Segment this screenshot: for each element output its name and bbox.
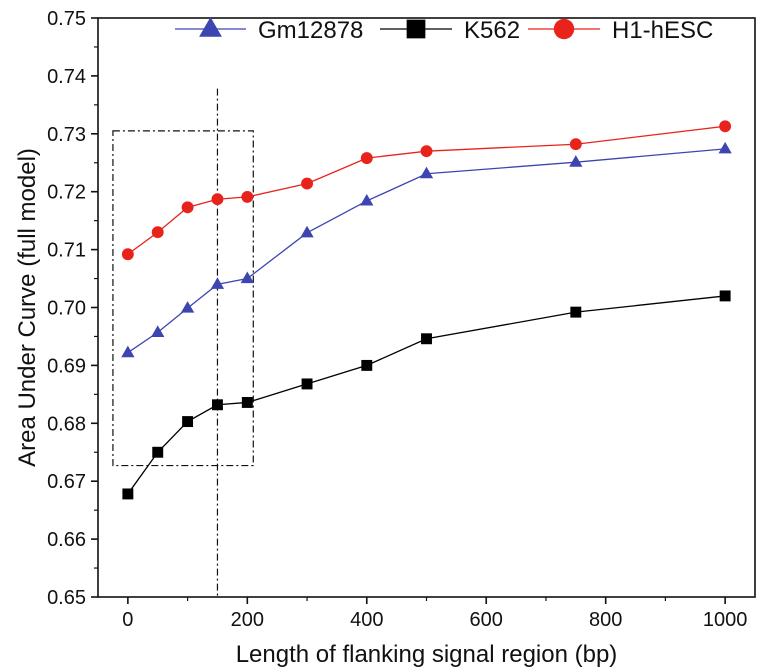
- data-point: [241, 190, 254, 203]
- y-tick-label: 0.65: [47, 587, 86, 609]
- y-tick-label: 0.71: [47, 240, 86, 262]
- series-h1-hesc: [121, 120, 732, 261]
- x-tick-label: 400: [350, 609, 383, 631]
- x-tick-label: 800: [589, 609, 622, 631]
- data-point: [419, 166, 434, 179]
- data-point: [718, 141, 732, 154]
- data-point: [420, 145, 433, 158]
- data-point: [121, 248, 134, 261]
- legend-label: H1-hESC: [612, 17, 713, 44]
- data-point: [569, 155, 583, 167]
- y-tick-label: 0.69: [47, 355, 86, 377]
- plot-frame: [97, 17, 756, 598]
- y-tick-label: 0.66: [47, 529, 86, 551]
- y-tick-label: 0.75: [47, 8, 86, 30]
- data-point: [360, 193, 374, 206]
- legend-marker: [553, 18, 575, 40]
- x-tick-label: 1000: [703, 609, 748, 631]
- data-point: [300, 225, 314, 238]
- legend-marker: [406, 19, 426, 39]
- data-point: [151, 325, 165, 337]
- data-point: [180, 301, 195, 313]
- x-axis-title: Length of flanking signal region (bp): [236, 641, 618, 668]
- series-layer: [121, 120, 732, 500]
- data-point: [182, 416, 194, 428]
- y-tick-label: 0.73: [47, 124, 86, 146]
- data-point: [361, 359, 373, 371]
- data-point: [301, 378, 313, 390]
- legend: Gm12878 K562 H1-hESC: [175, 17, 713, 44]
- data-point: [240, 271, 254, 284]
- data-point: [421, 333, 432, 345]
- data-point: [241, 396, 253, 408]
- data-point: [211, 399, 223, 411]
- series-line: [127, 295, 726, 495]
- legend-marker: [199, 17, 222, 37]
- legend-label: Gm12878: [258, 17, 363, 44]
- data-point: [719, 120, 732, 133]
- data-point: [301, 177, 313, 190]
- y-tick-label: 0.74: [47, 66, 86, 88]
- x-tick-label: 600: [470, 609, 503, 631]
- series-k562: [122, 290, 731, 500]
- series-line: [127, 125, 726, 255]
- data-point: [360, 152, 373, 165]
- x-tick-label: 0: [122, 609, 133, 631]
- data-point: [570, 306, 582, 318]
- y-axis-title: Area Under Curve (full model): [14, 148, 41, 467]
- data-point: [152, 446, 164, 458]
- legend-item: H1-hESC: [528, 17, 713, 44]
- x-tick-label: 200: [231, 609, 264, 631]
- annotations: [112, 88, 254, 597]
- legend-item: K562: [380, 17, 520, 44]
- series-gm12878: [121, 141, 732, 358]
- y-tick-label: 0.68: [47, 413, 86, 435]
- data-point: [211, 193, 224, 206]
- series-line: [127, 148, 726, 354]
- data-point: [122, 488, 134, 500]
- y-tick-label: 0.72: [47, 182, 86, 204]
- y-tick-label: 0.70: [47, 298, 86, 320]
- data-point: [181, 201, 194, 214]
- legend-item: Gm12878: [175, 17, 363, 44]
- dashed-highlight-box: [112, 130, 254, 467]
- data-point: [210, 277, 225, 289]
- y-tick-label: 0.67: [47, 471, 86, 493]
- data-point: [151, 226, 164, 239]
- plot-border: [97, 17, 756, 598]
- data-point: [719, 290, 731, 302]
- axes: 0.65 0.66 0.67 0.68 0.69 0.70 0.71 0.72 0.73 0.74…: [47, 8, 747, 631]
- data-point: [121, 345, 135, 358]
- data-point: [569, 138, 582, 151]
- legend-label: K562: [464, 17, 520, 44]
